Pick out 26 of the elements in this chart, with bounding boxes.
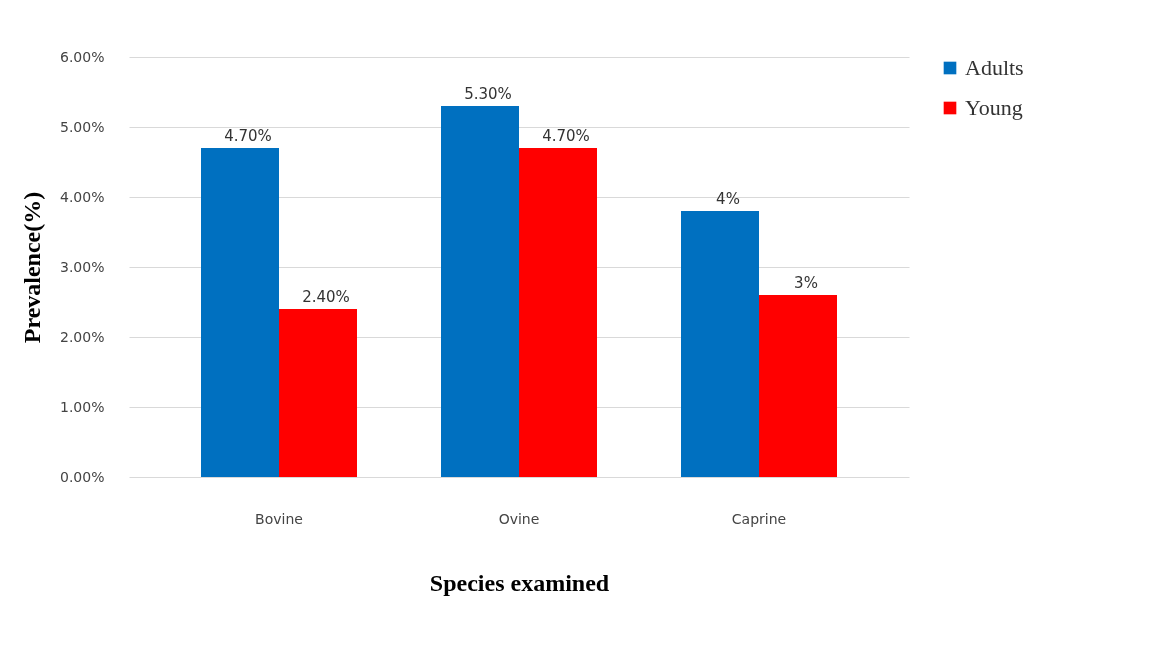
bar	[441, 106, 519, 477]
bar	[519, 148, 597, 477]
x-tick-label: Ovine	[498, 510, 540, 527]
y-tick-label: 2.00%	[60, 328, 105, 345]
data-label: 4.70%	[542, 127, 590, 145]
y-tick-label: 1.00%	[60, 398, 105, 415]
bar	[201, 148, 279, 477]
x-axis-title: Species examined	[429, 569, 610, 596]
legend-label: Adults	[965, 55, 1024, 80]
x-tick-label: Bovine	[255, 510, 303, 527]
y-tick-label: 0.00%	[60, 468, 105, 485]
bar	[759, 295, 837, 477]
bar	[681, 211, 759, 477]
y-tick-label: 3.00%	[60, 258, 105, 275]
data-label: 4%	[716, 190, 740, 208]
bar	[279, 309, 357, 477]
data-label: 4.70%	[224, 127, 272, 145]
data-label: 5.30%	[464, 85, 512, 103]
data-label: 3%	[794, 274, 818, 292]
y-tick-label: 4.00%	[60, 188, 105, 205]
data-label: 2.40%	[302, 288, 350, 306]
legend-label: Young	[965, 95, 1023, 120]
x-tick-label: Caprine	[731, 510, 787, 527]
y-tick-label: 5.00%	[60, 118, 105, 135]
y-axis-title: Prevalence(%)	[19, 191, 46, 344]
y-tick-label: 6.00%	[60, 48, 105, 65]
